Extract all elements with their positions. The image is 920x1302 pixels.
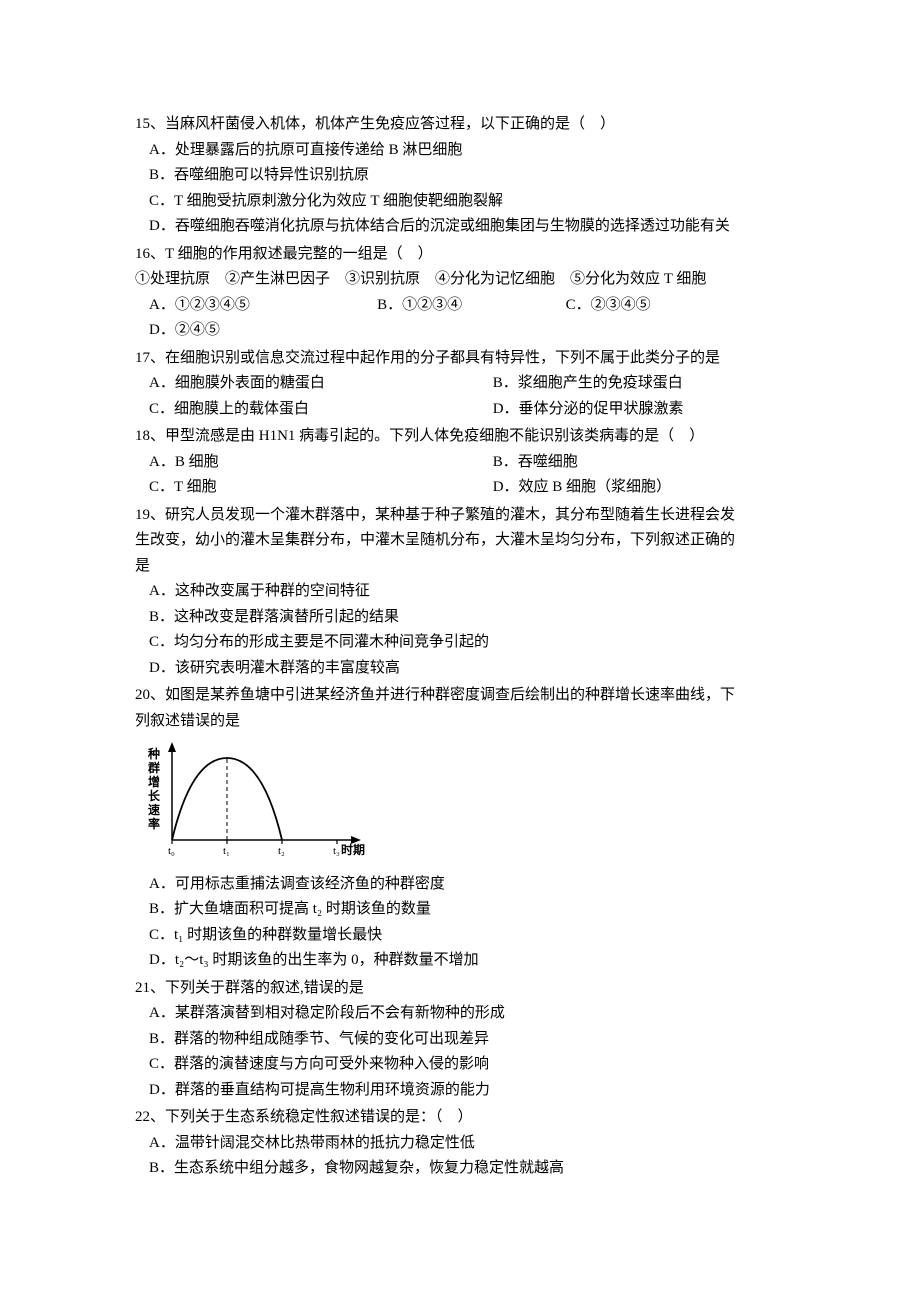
svg-text:t₁: t₁ bbox=[223, 845, 230, 857]
svg-text:增: 增 bbox=[148, 774, 160, 789]
option-d: D．②④⑤ bbox=[149, 318, 252, 344]
option-c: C．②③④⑤ bbox=[566, 293, 735, 319]
option-c: C．T 细胞 bbox=[149, 475, 493, 501]
question-stem: 15、当麻风杆菌侵入机体，机体产生免疫应答过程，以下正确的是（ ） bbox=[135, 112, 810, 138]
question-17: 17、在细胞识别或信息交流过程中起作用的分子都具有特异性，下列不属于此类分子的是… bbox=[135, 346, 810, 423]
option-d: D．群落的垂直结构可提高生物利用环境资源的能力 bbox=[135, 1078, 810, 1104]
question-15: 15、当麻风杆菌侵入机体，机体产生免疫应答过程，以下正确的是（ ） A．处理暴露… bbox=[135, 112, 810, 240]
question-19: 19、研究人员发现一个灌木群落中，某种基于种子繁殖的灌木，其分布型随着生长进程会… bbox=[135, 503, 810, 682]
svg-text:时期: 时期 bbox=[341, 842, 365, 857]
question-stem-line1: 20、如图是某养鱼塘中引进某经济鱼并进行种群密度调查后绘制出的种群增长速率曲线，… bbox=[135, 683, 810, 709]
question-stem: 21、下列关于群落的叙述,错误的是 bbox=[135, 976, 810, 1002]
option-d: D．t₂～t₃ 时期该鱼的出生率为 0，种群数量不增加 bbox=[135, 948, 810, 974]
option-d: D．垂体分泌的促甲状腺激素 bbox=[493, 397, 810, 423]
svg-text:速: 速 bbox=[148, 802, 160, 817]
chart-svg: t₀ t₁ t₂ t₃时期 种群增长速率 bbox=[137, 740, 367, 860]
option-b: B．吞噬细胞可以特异性识别抗原 bbox=[135, 163, 810, 189]
option-a: A．处理暴露后的抗原可直接传递给 B 淋巴细胞 bbox=[135, 138, 810, 164]
svg-text:t₂: t₂ bbox=[278, 845, 285, 857]
option-a: A．温带针阔混交林比热带雨林的抵抗力稳定性低 bbox=[135, 1131, 810, 1157]
option-c: C．T 细胞受抗原刺激分化为效应 T 细胞使靶细胞裂解 bbox=[135, 189, 810, 215]
question-22: 22、下列关于生态系统稳定性叙述错误的是：（ ） A．温带针阔混交林比热带雨林的… bbox=[135, 1105, 810, 1182]
svg-text:种: 种 bbox=[147, 746, 160, 761]
question-stem: 17、在细胞识别或信息交流过程中起作用的分子都具有特异性，下列不属于此类分子的是 bbox=[135, 346, 810, 372]
option-c: C．群落的演替速度与方向可受外来物种入侵的影响 bbox=[135, 1052, 810, 1078]
option-a: A．细胞膜外表面的糖蛋白 bbox=[149, 371, 493, 397]
option-a: A．①②③④⑤ bbox=[149, 293, 377, 319]
question-stem: 18、甲型流感是由 H1N1 病毒引起的。下列人体免疫细胞不能识别该类病毒的是（… bbox=[135, 424, 810, 450]
growth-rate-chart: t₀ t₁ t₂ t₃时期 种群增长速率 bbox=[137, 740, 810, 870]
option-c: C．均匀分布的形成主要是不同灌木种间竞争引起的 bbox=[135, 630, 810, 656]
question-stem-line1: 19、研究人员发现一个灌木群落中，某种基于种子繁殖的灌木，其分布型随着生长进程会… bbox=[135, 503, 810, 529]
question-stem-line3: 是 bbox=[135, 554, 810, 580]
question-stem-line2: 生改变，幼小的灌木呈集群分布，中灌木呈随机分布，大灌木呈均匀分布，下列叙述正确的 bbox=[135, 528, 810, 554]
option-b: B．这种改变是群落演替所引起的结果 bbox=[135, 605, 810, 631]
option-c: C．t₁ 时期该鱼的种群数量增长最快 bbox=[135, 923, 810, 949]
option-b: B．浆细胞产生的免疫球蛋白 bbox=[493, 371, 810, 397]
svg-text:t₀: t₀ bbox=[168, 845, 175, 857]
option-a: A．这种改变属于种群的空间特征 bbox=[135, 579, 810, 605]
option-d: D．该研究表明灌木群落的丰富度较高 bbox=[135, 656, 810, 682]
question-16: 16、T 细胞的作用叙述最完整的一组是（ ） ①处理抗原 ②产生淋巴因子 ③识别… bbox=[135, 242, 810, 344]
option-b: B．①②③④ bbox=[377, 293, 565, 319]
option-c: C．细胞膜上的载体蛋白 bbox=[149, 397, 493, 423]
question-20: 20、如图是某养鱼塘中引进某经济鱼并进行种群密度调查后绘制出的种群增长速率曲线，… bbox=[135, 683, 810, 974]
question-18: 18、甲型流感是由 H1N1 病毒引起的。下列人体免疫细胞不能识别该类病毒的是（… bbox=[135, 424, 810, 501]
option-a: A．可用标志重捕法调查该经济鱼的种群密度 bbox=[135, 872, 810, 898]
option-b: B．吞噬细胞 bbox=[493, 450, 810, 476]
option-b: B．群落的物种组成随季节、气候的变化可出现差异 bbox=[135, 1027, 810, 1053]
question-stem: 16、T 细胞的作用叙述最完整的一组是（ ） bbox=[135, 242, 810, 268]
question-21: 21、下列关于群落的叙述,错误的是 A．某群落演替到相对稳定阶段后不会有新物种的… bbox=[135, 976, 810, 1104]
svg-text:群: 群 bbox=[147, 760, 160, 775]
option-a: A．B 细胞 bbox=[149, 450, 493, 476]
option-b: B．生态系统中组分越多，食物网越复杂，恢复力稳定性就越高 bbox=[135, 1156, 810, 1182]
option-d: D．吞噬细胞吞噬消化抗原与抗体结合后的沉淀或细胞集团与生物膜的选择透过功能有关 bbox=[135, 214, 810, 240]
svg-text:率: 率 bbox=[148, 816, 160, 831]
option-a: A．某群落演替到相对稳定阶段后不会有新物种的形成 bbox=[135, 1001, 810, 1027]
question-stem-line2: 列叙述错误的是 bbox=[135, 709, 810, 735]
option-d: D．效应 B 细胞（浆细胞） bbox=[493, 475, 810, 501]
option-b: B．扩大鱼塘面积可提高 t₂ 时期该鱼的数量 bbox=[135, 897, 810, 923]
svg-text:长: 长 bbox=[148, 788, 161, 803]
question-substem: ①处理抗原 ②产生淋巴因子 ③识别抗原 ④分化为记忆细胞 ⑤分化为效应 T 细胞 bbox=[135, 267, 810, 293]
svg-text:t₃: t₃ bbox=[333, 845, 340, 857]
question-stem: 22、下列关于生态系统稳定性叙述错误的是：（ ） bbox=[135, 1105, 810, 1131]
